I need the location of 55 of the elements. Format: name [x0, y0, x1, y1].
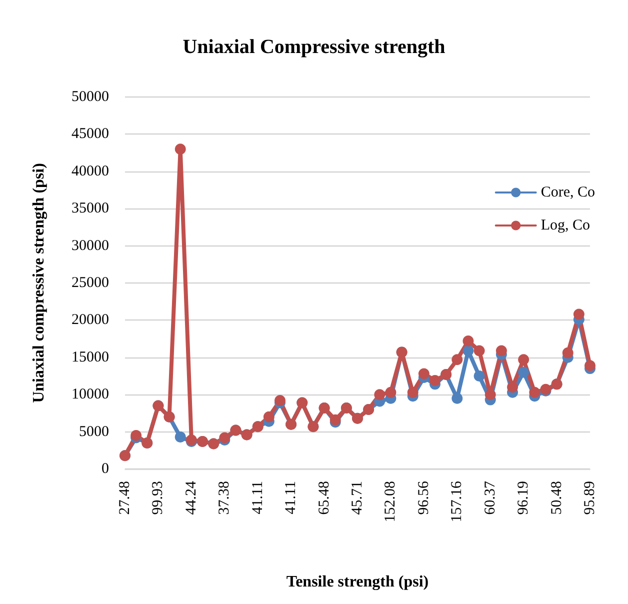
legend-label: Core, Co [540, 184, 596, 200]
point [418, 368, 430, 380]
x-tick-label: 95.89 [582, 481, 598, 515]
x-tick-label: 96.19 [516, 481, 532, 515]
point [462, 336, 474, 347]
x-tick-label: 60.37 [482, 480, 498, 515]
point [174, 432, 186, 443]
chart-title: Uniaxial Compressive strength [182, 36, 446, 58]
point [484, 389, 496, 400]
point [452, 392, 463, 404]
y-tick-label: 30000 [72, 238, 109, 254]
x-tick-label: 99.93 [150, 481, 166, 515]
point [507, 382, 518, 393]
point [474, 370, 485, 382]
x-axis-title: Tensile strength (psi) [286, 574, 429, 590]
point [430, 374, 440, 386]
y-tick-label: 40000 [72, 163, 109, 180]
y-tick-label: 5000 [79, 424, 109, 440]
x-tick-label: 65.48 [316, 481, 332, 515]
y-tick-label: 35000 [72, 200, 109, 217]
point [573, 308, 584, 320]
point [562, 347, 574, 358]
y-tick-label: 20000 [72, 312, 109, 328]
y-tick-label: 10000 [72, 386, 109, 403]
y-tick-label: 0 [102, 461, 109, 477]
point [452, 354, 463, 366]
x-tick-label: 41.11 [283, 481, 300, 514]
point [374, 389, 386, 400]
y-axis-title: Uniaxial compressive strength (psi) [30, 163, 48, 403]
y-tick-label: 15000 [72, 349, 109, 366]
point [518, 366, 530, 378]
point [474, 345, 485, 356]
x-tick-label: 27.48 [117, 481, 133, 515]
point [529, 386, 540, 398]
y-tick-label: 25000 [72, 275, 109, 291]
legend-label: Log, Co [540, 218, 590, 234]
point [174, 144, 186, 155]
y-tick-label: 50000 [72, 89, 109, 105]
y-tick-label: 45000 [72, 126, 109, 142]
x-tick-label: 37.38 [216, 481, 233, 515]
point [462, 345, 474, 356]
point [385, 386, 396, 398]
point [584, 360, 596, 372]
x-tick-label: 152.08 [382, 481, 399, 522]
x-tick-label: 44.24 [183, 480, 200, 515]
x-tick-label: 96.56 [416, 480, 432, 515]
point [330, 414, 341, 426]
point [407, 386, 418, 398]
x-tick-label: 50.48 [548, 481, 565, 515]
x-tick-label: 45.71 [350, 481, 366, 515]
x-tick-label: 41.11 [250, 481, 266, 514]
point [518, 354, 530, 366]
point [496, 345, 507, 356]
x-tick-label: 157.16 [449, 480, 466, 522]
point [263, 411, 274, 422]
